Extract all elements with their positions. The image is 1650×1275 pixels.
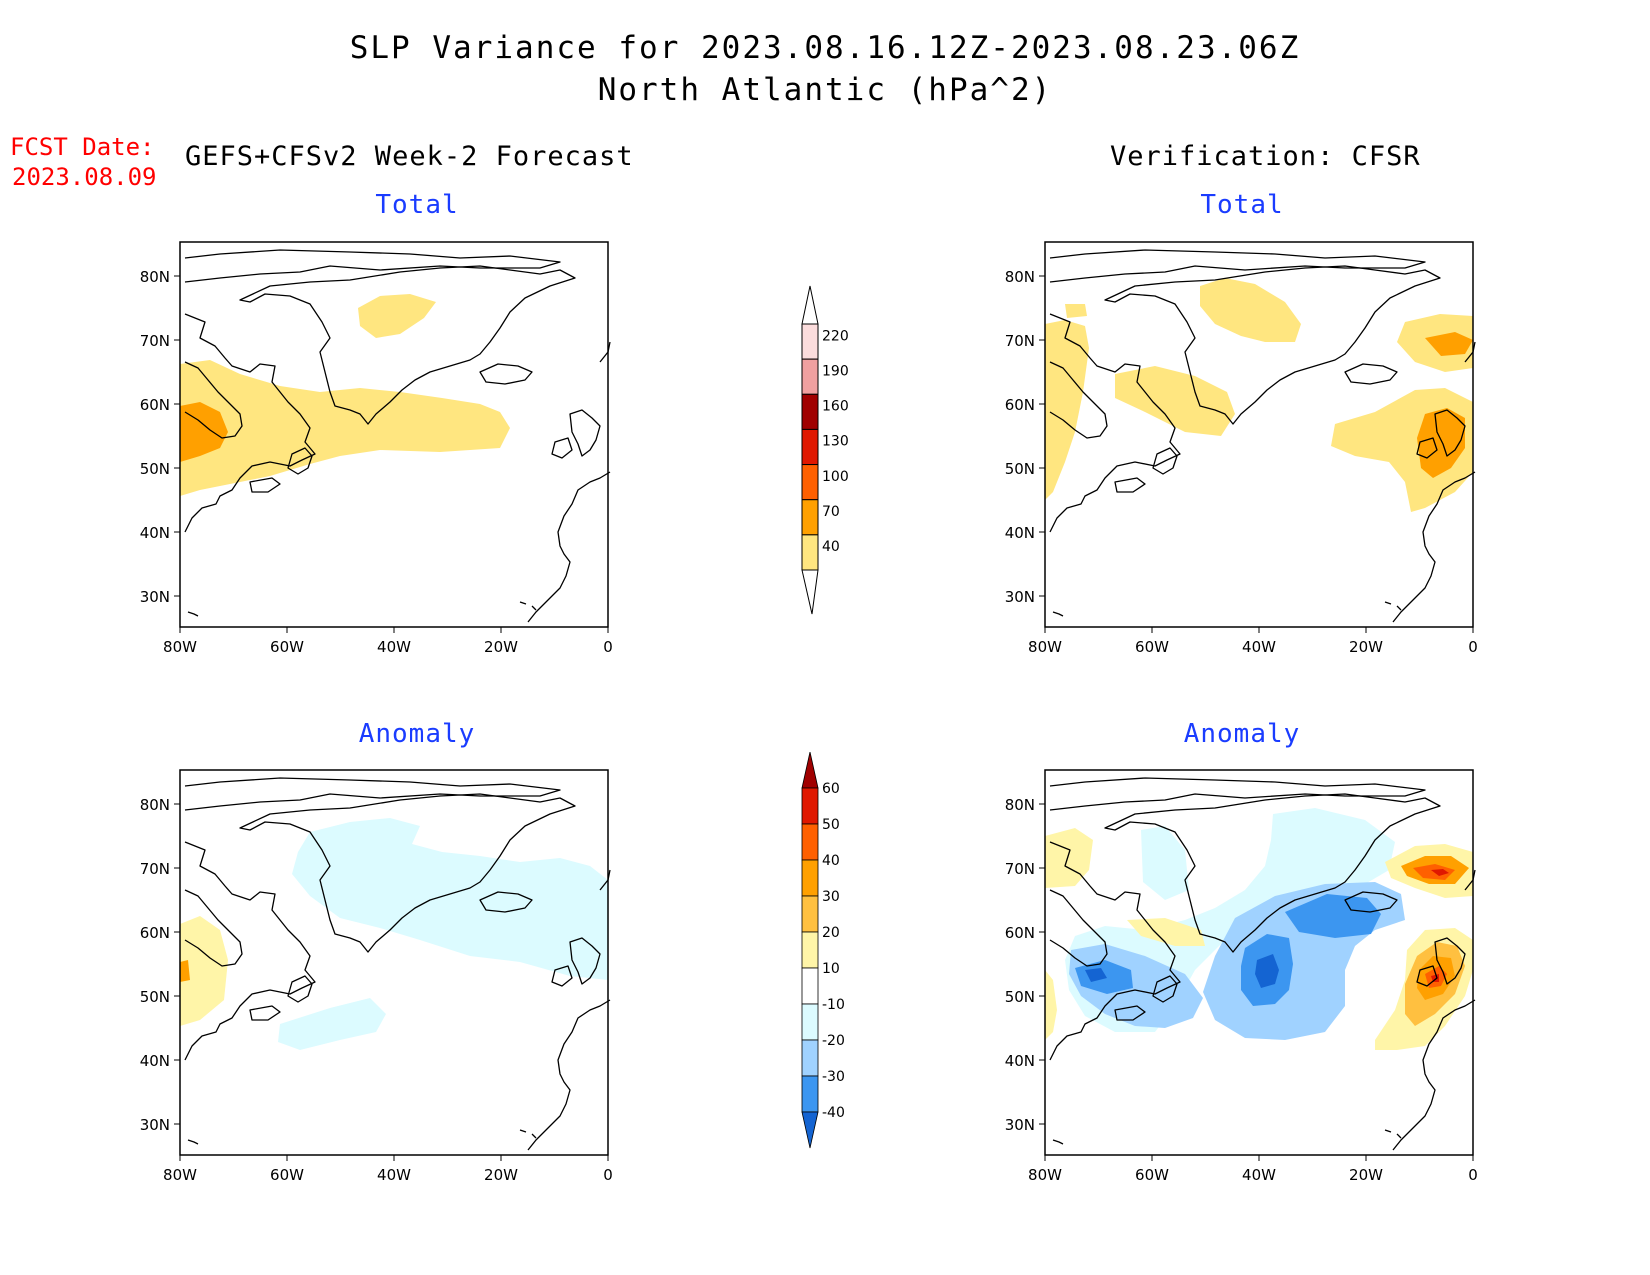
anomaly-colorbar-label: 30 <box>822 889 840 905</box>
verification-column-header: Verification: CFSR <box>1110 141 1421 172</box>
lon-label-20w: 20W <box>484 638 518 656</box>
total-colorbar: 220 190 160 130 100 70 40 <box>801 285 849 615</box>
anomaly-colorbar-box <box>801 967 819 1005</box>
anomaly-colorbar-label: 20 <box>822 925 840 941</box>
lon-label-20w: 20W <box>1349 1166 1383 1184</box>
total-colorbar-box <box>801 358 819 395</box>
lon-label-40w: 40W <box>1242 638 1276 656</box>
anomaly-colorbar-label: -20 <box>822 1033 845 1049</box>
lat-label-70n: 70N <box>1005 332 1035 350</box>
anomaly-colorbar-box <box>801 895 819 933</box>
main-title: SLP Variance for 2023.08.16.12Z-2023.08.… <box>349 30 1301 66</box>
total-colorbar-box <box>801 323 819 360</box>
lat-label-30n: 30N <box>1005 588 1035 606</box>
anomaly-colorbar-label: -10 <box>822 997 845 1013</box>
fc-anomaly-title: Anomaly <box>358 719 476 749</box>
lat-label-60n: 60N <box>1005 924 1035 942</box>
lon-label-0: 0 <box>1468 1166 1478 1184</box>
lon-label-80w: 80W <box>1028 1166 1062 1184</box>
lon-label-40w: 40W <box>377 638 411 656</box>
lon-label-20w: 20W <box>1349 638 1383 656</box>
main-subtitle: North Atlantic (hPa^2) <box>597 72 1053 108</box>
anomaly-colorbar-label: 40 <box>822 853 840 869</box>
anomaly-colorbar: 60 50 40 30 20 10 -10 -20 -30 -40 <box>801 752 845 1149</box>
lon-label-40w: 40W <box>377 1166 411 1184</box>
total-colorbar-box <box>801 464 819 501</box>
vf-total-map: 80N 70N 60N 50N 40N 30N 80W 60W 40W 20W … <box>1005 241 1478 656</box>
lon-label-0: 0 <box>1468 638 1478 656</box>
lat-label-40n: 40N <box>140 1052 170 1070</box>
lat-label-70n: 70N <box>140 860 170 878</box>
lat-label-70n: 70N <box>140 332 170 350</box>
anomaly-colorbar-bottom-arrow <box>801 1111 819 1149</box>
lat-label-60n: 60N <box>140 924 170 942</box>
lat-label-80n: 80N <box>140 268 170 286</box>
lon-label-0: 0 <box>603 638 613 656</box>
lat-label-30n: 30N <box>140 1116 170 1134</box>
total-colorbar-label: 130 <box>822 434 849 450</box>
total-colorbar-box <box>801 393 819 430</box>
shade-40-70-north <box>358 294 436 338</box>
lon-label-60w: 60W <box>270 638 304 656</box>
anomaly-colorbar-label: 60 <box>822 781 840 797</box>
anomaly-colorbar-box <box>801 931 819 969</box>
anomaly-colorbar-box <box>801 1039 819 1077</box>
fc-total-map: 80N 70N 60N 50N 40N 30N 80W 60W 40W 20W … <box>140 241 613 656</box>
anomaly-colorbar-label: -40 <box>822 1105 845 1121</box>
lon-label-0: 0 <box>603 1166 613 1184</box>
anomaly-colorbar-box <box>801 859 819 897</box>
fcst-date-value: 2023.08.09 <box>12 163 157 191</box>
forecast-column-header: GEFS+CFSv2 Week-2 Forecast <box>185 141 634 172</box>
total-colorbar-label: 100 <box>822 469 849 485</box>
anomaly-colorbar-label: -30 <box>822 1069 845 1085</box>
lat-label-50n: 50N <box>140 460 170 478</box>
lat-label-60n: 60N <box>1005 396 1035 414</box>
lat-label-40n: 40N <box>140 524 170 542</box>
lat-label-70n: 70N <box>1005 860 1035 878</box>
vf-total-title: Total <box>1200 190 1284 220</box>
fc-anomaly-map: 80N 70N 60N 50N 40N 30N 80W 60W 40W 20W … <box>140 769 613 1184</box>
anomaly-colorbar-label: 50 <box>822 817 840 833</box>
lon-label-60w: 60W <box>270 1166 304 1184</box>
lon-label-60w: 60W <box>1135 638 1169 656</box>
anomaly-colorbar-box <box>801 823 819 861</box>
lon-label-40w: 40W <box>1242 1166 1276 1184</box>
anomaly-colorbar-top-arrow <box>801 752 819 789</box>
lon-label-60w: 60W <box>1135 1166 1169 1184</box>
anomaly-colorbar-box <box>801 787 819 825</box>
shade-40-70 <box>180 360 510 496</box>
vf-anomaly-title: Anomaly <box>1183 719 1301 749</box>
lat-label-40n: 40N <box>1005 1052 1035 1070</box>
lat-label-50n: 50N <box>140 988 170 1006</box>
lat-label-60n: 60N <box>140 396 170 414</box>
total-colorbar-label: 190 <box>822 363 849 379</box>
total-colorbar-label: 40 <box>822 539 840 555</box>
fc-total-title: Total <box>375 190 459 220</box>
anomaly-colorbar-box <box>801 1003 819 1041</box>
lat-label-30n: 30N <box>140 588 170 606</box>
fcst-date-label: FCST Date: <box>10 133 155 161</box>
lat-label-80n: 80N <box>140 796 170 814</box>
total-colorbar-box <box>801 534 819 571</box>
lat-label-30n: 30N <box>1005 1116 1035 1134</box>
lat-label-40n: 40N <box>1005 524 1035 542</box>
lon-label-80w: 80W <box>1028 638 1062 656</box>
lon-label-80w: 80W <box>163 638 197 656</box>
lon-label-80w: 80W <box>163 1166 197 1184</box>
vf-anomaly-map: 80N 70N 60N 50N 40N 30N 80W 60W 40W 20W … <box>1005 769 1478 1184</box>
anomaly-colorbar-label: 10 <box>822 961 840 977</box>
total-colorbar-label: 220 <box>822 328 849 344</box>
total-colorbar-label: 70 <box>822 504 840 520</box>
total-colorbar-label: 160 <box>822 399 849 415</box>
total-colorbar-box <box>801 499 819 536</box>
total-colorbar-box <box>801 428 819 466</box>
lat-label-50n: 50N <box>1005 460 1035 478</box>
anomaly-colorbar-box <box>801 1075 819 1113</box>
lon-label-20w: 20W <box>484 1166 518 1184</box>
lat-label-80n: 80N <box>1005 796 1035 814</box>
lat-label-80n: 80N <box>1005 268 1035 286</box>
lat-label-50n: 50N <box>1005 988 1035 1006</box>
